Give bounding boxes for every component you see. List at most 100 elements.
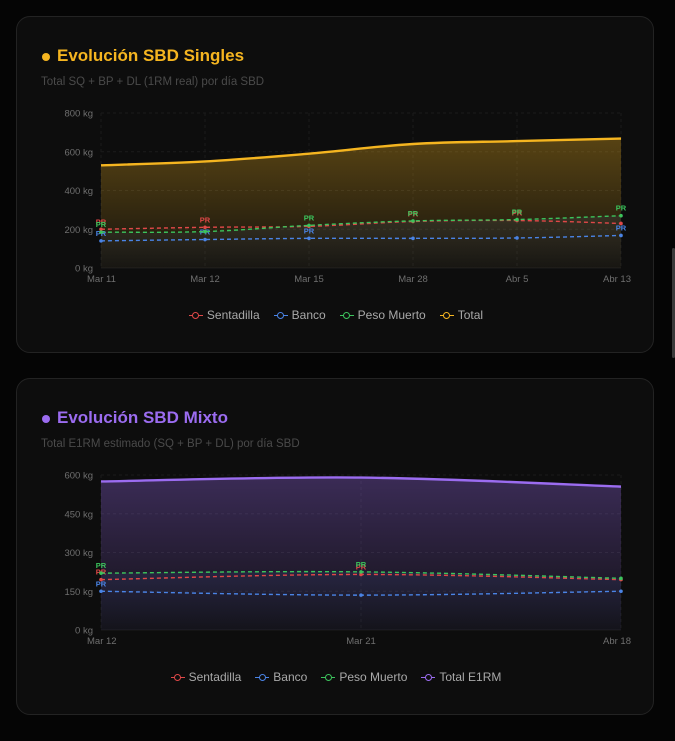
series-line-total-e1rm: [100, 476, 622, 488]
y-tick-label: 450 kg: [64, 509, 93, 520]
legend-marker-icon: [255, 673, 270, 681]
legend-label: Total: [457, 308, 484, 322]
y-tick-label: 600 kg: [64, 147, 93, 158]
series-line-total: [100, 137, 622, 167]
x-tick-label: Mar 21: [346, 636, 376, 647]
chart-subtitle: Total E1RM estimado (SQ + BP + DL) por d…: [41, 438, 300, 450]
data-point-banco: [359, 593, 363, 597]
series-area-total-e1rm: [101, 477, 621, 630]
chart-subtitle: Total SQ + BP + DL (1RM real) por día SB…: [41, 76, 265, 88]
y-tick-label: 200 kg: [64, 225, 93, 236]
title-dot-icon: [42, 53, 50, 61]
data-point-banco: [99, 239, 103, 243]
series-line-banco: [100, 234, 622, 242]
x-tick-label: Abr 13: [603, 274, 631, 285]
chart-card-mixto: Evolución SBD Mixto Total E1RM estimado …: [16, 378, 654, 715]
legend-label: Peso Muerto: [357, 308, 426, 322]
legend-label: Peso Muerto: [339, 670, 408, 684]
data-point-banco: [99, 589, 103, 594]
y-tick-label: 150 kg: [64, 587, 93, 598]
data-point-banco: [411, 236, 415, 241]
legend-item-sentadilla[interactable]: Sentadilla: [170, 670, 242, 684]
y-tick-label: 800 kg: [64, 109, 93, 120]
data-point-peso-muerto: [307, 223, 311, 228]
chart-title: Evolución SBD Singles: [57, 46, 245, 65]
data-point-peso-muerto: [619, 576, 623, 581]
pr-label: PR: [356, 560, 367, 569]
pr-label: PR: [96, 579, 107, 588]
title-dot-icon: [42, 415, 50, 423]
page-scrollbar[interactable]: [672, 248, 675, 358]
x-tick-label: Mar 28: [398, 274, 428, 285]
pr-label: PR: [512, 208, 523, 217]
data-point-peso-muerto: [203, 229, 207, 234]
chart-legend: Sentadilla Banco Peso Muerto Total: [17, 308, 655, 322]
legend-label: Sentadilla: [188, 670, 242, 684]
x-tick-label: Mar 11: [87, 274, 116, 285]
x-tick-label: Mar 15: [294, 274, 324, 285]
pr-label: PR: [408, 209, 419, 218]
y-tick-label: 400 kg: [64, 186, 93, 197]
chart-title: Evolución SBD Mixto: [57, 408, 228, 427]
data-point-peso-muerto: [359, 570, 363, 574]
pr-label: PR: [616, 223, 627, 232]
pr-label: PR: [512, 209, 523, 218]
legend-item-sentadilla[interactable]: Sentadilla: [188, 308, 260, 322]
chart-legend: Sentadilla Banco Peso Muerto Total E1RM: [17, 670, 655, 684]
data-point-sentadilla: [619, 221, 623, 226]
legend-label: Total E1RM: [439, 670, 502, 684]
pr-label: PR: [408, 210, 419, 219]
y-tick-label: 0 kg: [75, 264, 93, 275]
pr-label: PR: [304, 213, 315, 222]
legend-label: Sentadilla: [206, 308, 260, 322]
data-point-banco: [307, 236, 311, 241]
data-point-sentadilla: [203, 225, 207, 230]
line-chart: 0 kg 200 kg 400 kg 600 kg 800 kg Mar 11 Mar 12…: [64, 109, 631, 286]
legend-item-peso-muerto[interactable]: Peso Muerto: [339, 308, 426, 322]
legend-marker-icon: [421, 673, 436, 681]
legend-marker-icon: [273, 311, 288, 319]
x-tick-label: Mar 12: [190, 274, 220, 285]
line-chart: 0 kg 150 kg 300 kg 450 kg 600 kg Mar 12 Mar 21…: [64, 471, 631, 648]
legend-marker-icon: [321, 673, 336, 681]
pr-label: PR: [96, 220, 107, 229]
data-point-peso-muerto: [99, 230, 103, 234]
legend-label: Banco: [291, 308, 326, 322]
pr-label: PR: [616, 204, 627, 213]
legend-item-peso-muerto[interactable]: Peso Muerto: [321, 670, 407, 684]
data-point-sentadilla: [99, 227, 103, 232]
series-line-peso-muerto: [100, 214, 622, 233]
x-tick-label: Abr 5: [506, 274, 529, 285]
data-point-sentadilla: [359, 572, 363, 577]
data-point-sentadilla: [99, 577, 103, 582]
legend-item-total-e1rm[interactable]: Total E1RM: [421, 670, 501, 684]
legend-item-total[interactable]: Total: [439, 308, 484, 322]
legend-item-banco[interactable]: Banco: [255, 670, 307, 684]
data-point-peso-muerto: [619, 213, 623, 218]
data-point-banco: [619, 233, 623, 238]
y-tick-label: 600 kg: [64, 471, 93, 482]
pr-label: PR: [96, 561, 107, 570]
data-point-peso-muerto: [99, 571, 103, 575]
legend-label: Banco: [273, 670, 308, 684]
pr-label: PR: [304, 226, 315, 235]
pr-label: PR: [356, 562, 367, 571]
data-point-banco: [203, 237, 207, 242]
data-point-banco: [619, 589, 623, 594]
legend-marker-icon: [170, 673, 185, 681]
chart-card-singles: Evolución SBD Singles Total SQ + BP + DL…: [16, 16, 654, 353]
y-tick-label: 0 kg: [75, 626, 93, 637]
series-line-sentadilla: [100, 219, 622, 230]
legend-marker-icon: [339, 311, 354, 319]
data-point-peso-muerto: [411, 219, 415, 223]
legend-item-banco[interactable]: Banco: [273, 308, 326, 322]
pr-label: PR: [96, 217, 107, 226]
pr-label: PR: [200, 215, 211, 224]
x-tick-label: Mar 12: [87, 636, 117, 647]
legend-marker-icon: [188, 311, 203, 319]
series-area-total: [101, 138, 621, 268]
y-tick-label: 300 kg: [64, 548, 93, 559]
data-point-peso-muerto: [515, 217, 519, 222]
data-point-banco: [515, 236, 519, 240]
x-tick-label: Abr 18: [603, 636, 631, 647]
